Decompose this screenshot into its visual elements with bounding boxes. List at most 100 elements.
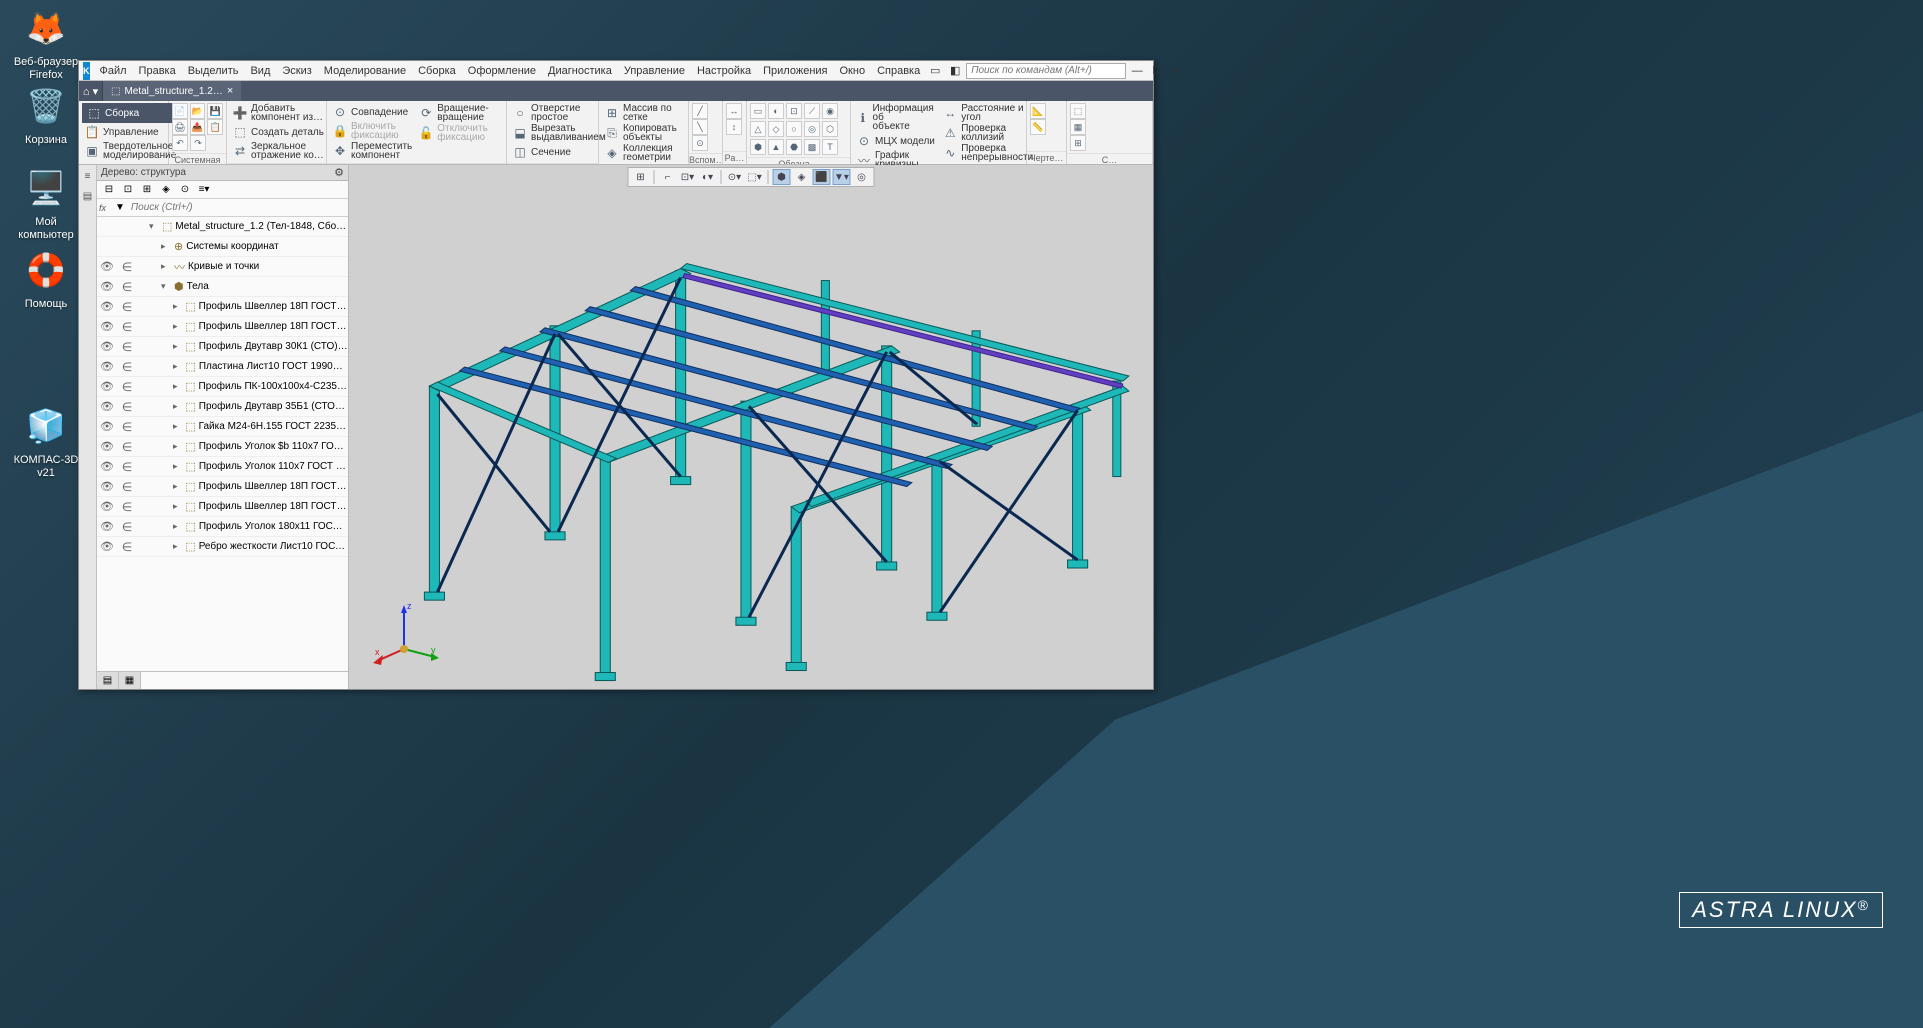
tree-node-bodies[interactable]: 👁∈ ▾⬢Тела — [97, 277, 348, 297]
include-toggle[interactable]: ∈ — [117, 420, 137, 434]
tree-settings-icon[interactable]: ⚙ — [334, 166, 344, 179]
tree-item[interactable]: 👁∈▸⬚Профиль Швеллер 18П ГОСТ 82… — [97, 317, 348, 337]
include-toggle[interactable]: ∈ — [117, 440, 137, 454]
menu-моделирование[interactable]: Моделирование — [318, 65, 412, 77]
annot-icon[interactable]: ⬣ — [786, 139, 802, 155]
annot-icon[interactable]: T — [822, 139, 838, 155]
menu-диагностика[interactable]: Диагностика — [542, 65, 618, 77]
tree-item[interactable]: 👁∈▸⬚Профиль Уголок 180х11 ГОСТ 8… — [97, 517, 348, 537]
tree-node-curves[interactable]: 👁∈ ▸〰Кривые и точки — [97, 257, 348, 277]
menu-окно[interactable]: Окно — [834, 65, 872, 77]
annot-icon[interactable]: △ — [750, 121, 766, 137]
desktop-icon[interactable]: 🖥️Мойкомпьютер — [8, 164, 84, 242]
annot-icon[interactable]: ◎ — [804, 121, 820, 137]
aux-icon-3[interactable]: ⊙ — [692, 135, 708, 151]
visibility-toggle[interactable]: 👁 — [97, 300, 117, 313]
visibility-toggle[interactable]: 👁 — [97, 440, 117, 453]
search-filter-icon[interactable]: ▼ — [115, 202, 125, 213]
tree-item[interactable]: 👁∈▸⬚Ребро жесткости Лист10 ГОСТ 1… — [97, 537, 348, 557]
tab-close-icon[interactable]: × — [227, 85, 233, 97]
tree-item[interactable]: 👁∈▸⬚Профиль Швеллер 18П ГОСТ 82… — [97, 497, 348, 517]
visibility-toggle[interactable]: 👁 — [97, 500, 117, 513]
3d-viewport[interactable]: ⊞ ⌐ ⊡▾ ◐▾ ⊙▾ ⬚▾ ⬢ ◈ ⬛ ▼▾ ◎ — [349, 165, 1153, 689]
tree-search-input[interactable] — [127, 202, 346, 213]
include-toggle[interactable]: ∈ — [117, 380, 137, 394]
tree-item[interactable]: 👁∈▸⬚Профиль Швеллер 18П ГОСТ 82… — [97, 477, 348, 497]
annot-icon[interactable]: ◐ — [768, 103, 784, 119]
strip-icon[interactable]: ≡ — [81, 169, 95, 183]
minimize-button[interactable]: — — [1128, 63, 1146, 79]
geometry-collection-button[interactable]: ◈Коллекция геометрии — [602, 143, 679, 163]
include-toggle[interactable]: ∈ — [117, 320, 137, 334]
export-icon[interactable]: 📤 — [190, 119, 206, 135]
annot-icon[interactable]: ▲ — [768, 139, 784, 155]
menu-справка[interactable]: Справка — [871, 65, 926, 77]
misc-icon-3[interactable]: ⊞ — [1070, 135, 1086, 151]
open-icon[interactable]: 📂 — [190, 103, 206, 119]
visibility-toggle[interactable]: 👁 — [97, 460, 117, 473]
tree-item[interactable]: 👁∈▸⬚Профиль Двутавр 30К1 (СТО) С… — [97, 337, 348, 357]
tree-item[interactable]: 👁∈▸⬚Гайка М24-6Н.155 ГОСТ 22354-7… — [97, 417, 348, 437]
tree-mode-5[interactable]: ⊙ — [177, 182, 193, 198]
command-search-input[interactable] — [966, 63, 1126, 79]
properties-icon[interactable]: 📋 — [207, 119, 223, 135]
array-grid-button[interactable]: ⊞Массив по сетке — [602, 103, 679, 123]
menu-правка[interactable]: Правка — [133, 65, 182, 77]
tree-node-coord[interactable]: ▸⊕Системы координат — [97, 237, 348, 257]
include-toggle[interactable]: ∈ — [117, 540, 137, 554]
include-toggle[interactable]: ∈ — [117, 340, 137, 354]
menu-сборка[interactable]: Сборка — [412, 65, 462, 77]
aux-icon-2[interactable]: ╲ — [692, 119, 708, 135]
draw-icon-1[interactable]: 📐 — [1030, 103, 1046, 119]
check-continuity-button[interactable]: ∿Проверка непрерывности — [940, 143, 1035, 163]
menu-файл[interactable]: Файл — [94, 65, 133, 77]
titlebar-icon-1[interactable]: ▭ — [926, 63, 944, 79]
aux-icon-1[interactable]: ╱ — [692, 103, 708, 119]
undo-icon[interactable]: ↶ — [172, 135, 188, 151]
annot-icon[interactable]: ▭ — [750, 103, 766, 119]
tree-item[interactable]: 👁∈▸⬚Профиль Уголок 110х7 ГОСТ 85… — [97, 457, 348, 477]
annot-icon[interactable]: ⟋ — [804, 103, 820, 119]
rotation-button[interactable]: ⟳Вращение- вращение — [416, 103, 490, 123]
include-toggle[interactable]: ∈ — [117, 400, 137, 414]
annot-icon[interactable]: ⊡ — [786, 103, 802, 119]
move-component-button[interactable]: ✥Переместить компонент — [330, 141, 414, 161]
include-toggle[interactable]: ∈ — [117, 300, 137, 314]
desktop-icon[interactable]: 🗑️Корзина — [8, 82, 84, 147]
annot-icon[interactable]: ▩ — [804, 139, 820, 155]
tree-item[interactable]: 👁∈▸⬚Профиль ПК-100х100х4-С235-ГО… — [97, 377, 348, 397]
menu-эскиз[interactable]: Эскиз — [276, 65, 317, 77]
desktop-icon[interactable]: 🦊Веб-браузерFirefox — [8, 4, 84, 82]
home-tab[interactable]: ⌂ ▾ — [79, 81, 103, 101]
manage-button[interactable]: 📋Управление — [82, 123, 178, 141]
include-toggle[interactable]: ∈ — [117, 480, 137, 494]
dim-icon-2[interactable]: ↕ — [726, 119, 742, 135]
desktop-icon[interactable]: 🧊КОМПАС-3Dv21 — [8, 402, 84, 480]
info-object-button[interactable]: ℹИнформация об объекте — [854, 103, 938, 132]
menu-настройка[interactable]: Настройка — [691, 65, 757, 77]
visibility-toggle[interactable]: 👁 — [97, 420, 117, 433]
check-collision-button[interactable]: ⚠Проверка коллизий — [940, 123, 1035, 143]
document-tab[interactable]: ⬚ Metal_structure_1.2… × — [103, 81, 241, 101]
annot-icon[interactable]: ⬢ — [750, 139, 766, 155]
visibility-toggle[interactable]: 👁 — [97, 340, 117, 353]
menu-выделить[interactable]: Выделить — [182, 65, 245, 77]
desktop-icon[interactable]: 🛟Помощь — [8, 246, 84, 311]
mcx-button[interactable]: ⊙МЦХ модели — [854, 132, 938, 150]
visibility-toggle[interactable]: 👁 — [97, 320, 117, 333]
maximize-button[interactable]: ☐ — [1148, 63, 1166, 79]
annot-icon[interactable]: ○ — [786, 121, 802, 137]
tree-mode-4[interactable]: ◈ — [158, 182, 174, 198]
titlebar-icon-2[interactable]: ◧ — [946, 63, 964, 79]
visibility-toggle[interactable]: 👁 — [97, 380, 117, 393]
visibility-toggle[interactable]: 👁 — [97, 480, 117, 493]
annot-icon[interactable]: ◉ — [822, 103, 838, 119]
menu-приложения[interactable]: Приложения — [757, 65, 833, 77]
tree-filter-dropdown[interactable]: ≡▾ — [196, 182, 212, 198]
solid-modeling-button[interactable]: ▣Твердотельное моделирование — [82, 141, 178, 161]
tree-mode-1[interactable]: ⊟ — [101, 182, 117, 198]
dim-icon-1[interactable]: ↔ — [726, 103, 742, 119]
section-button[interactable]: ◫Сечение — [510, 143, 608, 161]
mirror-button[interactable]: ⇄Зеркальное отражение ко… — [230, 141, 326, 161]
annot-icon[interactable]: ⬡ — [822, 121, 838, 137]
